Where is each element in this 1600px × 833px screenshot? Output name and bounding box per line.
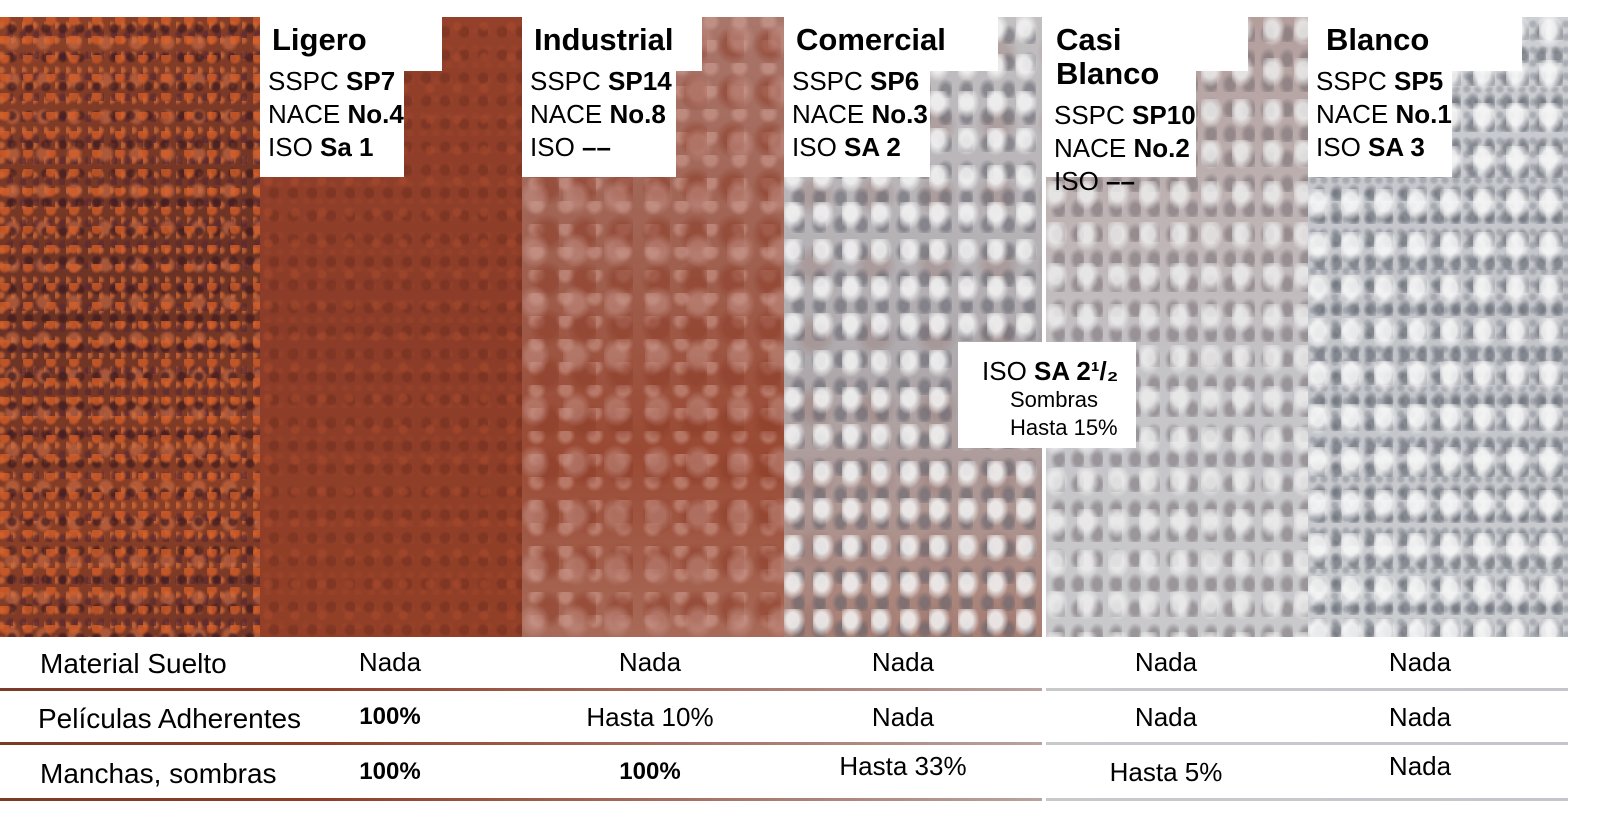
spec-nace: NACE No.8	[530, 99, 666, 129]
table-row: Manchas, sombras 100% 100% Hasta 33% Has…	[0, 750, 1568, 798]
row-divider	[0, 688, 1568, 691]
table-cell: Nada	[1388, 647, 1452, 677]
spec-iso: ISO ––	[1054, 166, 1135, 196]
panel-title: Casi Blanco	[1056, 22, 1160, 91]
row-label: Películas Adherentes	[38, 703, 302, 734]
rust-texture	[0, 17, 260, 637]
callout-iso: ISO SA 2¹/₂	[982, 356, 1119, 386]
panel-blanco: Blanco SSPC SP5 NACE No.1 ISO SA 3	[1308, 17, 1568, 637]
spec-nace: NACE No.1	[1316, 99, 1452, 129]
row-divider	[0, 798, 1568, 801]
panel-casi-blanco: Casi Blanco SSPC SP10 NACE No.2 ISO ––	[1046, 17, 1308, 637]
table-cell: Nada	[1388, 751, 1452, 781]
spec-iso: ISO SA 2	[792, 132, 901, 162]
panel-industrial: Industrial SSPC SP14 NACE No.8 ISO ––	[522, 17, 784, 637]
spec-iso: ISO Sa 1	[268, 132, 374, 162]
spec-nace: NACE No.4	[268, 99, 404, 129]
table-cell: Nada	[358, 647, 422, 677]
panel-raw-rust	[0, 17, 260, 637]
table-cell: 100%	[359, 758, 421, 785]
spec-sspc: SSPC SP7	[268, 66, 396, 96]
spec-sspc: SSPC SP5	[1316, 66, 1444, 96]
panel-ligero: Ligero SSPC SP7 NACE No.4 ISO Sa 1	[260, 17, 522, 637]
spec-sspc: SSPC SP10	[1054, 100, 1196, 130]
table-cell: Hasta 10%	[586, 702, 714, 732]
panel-title: Ligero	[272, 22, 367, 57]
row-label: Manchas, sombras	[40, 758, 277, 789]
callout-iso-sa-2-half: ISO SA 2¹/₂ Sombras Hasta 15%	[958, 342, 1136, 448]
panel-title: Blanco	[1326, 22, 1430, 57]
table-cell: Hasta 5%	[1109, 757, 1223, 787]
row-label: Material Suelto	[40, 648, 227, 679]
spec-iso: ISO ––	[530, 132, 611, 162]
spec-box-casi-blanco: Casi Blanco SSPC SP10 NACE No.2 ISO ––	[1046, 17, 1196, 196]
table-cell: Nada	[1134, 647, 1198, 677]
spec-box-industrial: Industrial SSPC SP14 NACE No.8 ISO ––	[522, 17, 676, 177]
panel-comercial: Comercial SSPC SP6 NACE No.3 ISO SA 2	[784, 17, 1042, 637]
spec-sspc: SSPC SP6	[792, 66, 920, 96]
spec-box-blanco: Blanco SSPC SP5 NACE No.1 ISO SA 3	[1308, 17, 1452, 177]
spec-box-comercial: Comercial SSPC SP6 NACE No.3 ISO SA 2	[784, 17, 946, 177]
panel-title: Comercial	[796, 22, 946, 57]
table-cell: Nada	[618, 647, 682, 677]
table-cell: Nada	[871, 647, 935, 677]
callout-shadows-value: Hasta 15%	[1010, 415, 1118, 440]
table-cell: 100%	[359, 703, 421, 730]
spec-sspc: SSPC SP14	[530, 66, 672, 96]
spec-box-ligero: Ligero SSPC SP7 NACE No.4 ISO Sa 1	[260, 17, 404, 177]
spec-iso: ISO SA 3	[1316, 132, 1425, 162]
table-cell: 100%	[619, 758, 681, 785]
callout-shadows-label: Sombras	[1010, 387, 1099, 412]
spec-nace: NACE No.2	[1054, 133, 1190, 163]
table-cell: Nada	[1134, 702, 1198, 732]
panel-title: Industrial	[534, 22, 674, 57]
table-cell: Nada	[1388, 702, 1452, 732]
row-divider	[0, 742, 1568, 745]
table-cell: Hasta 33%	[839, 751, 967, 781]
table-row: Material Suelto Nada Nada Nada Nada Nada	[0, 640, 1568, 688]
table-row: Películas Adherentes 100% Hasta 10% Nada…	[0, 695, 1568, 743]
table-cell: Nada	[871, 702, 935, 732]
spec-nace: NACE No.3	[792, 99, 928, 129]
